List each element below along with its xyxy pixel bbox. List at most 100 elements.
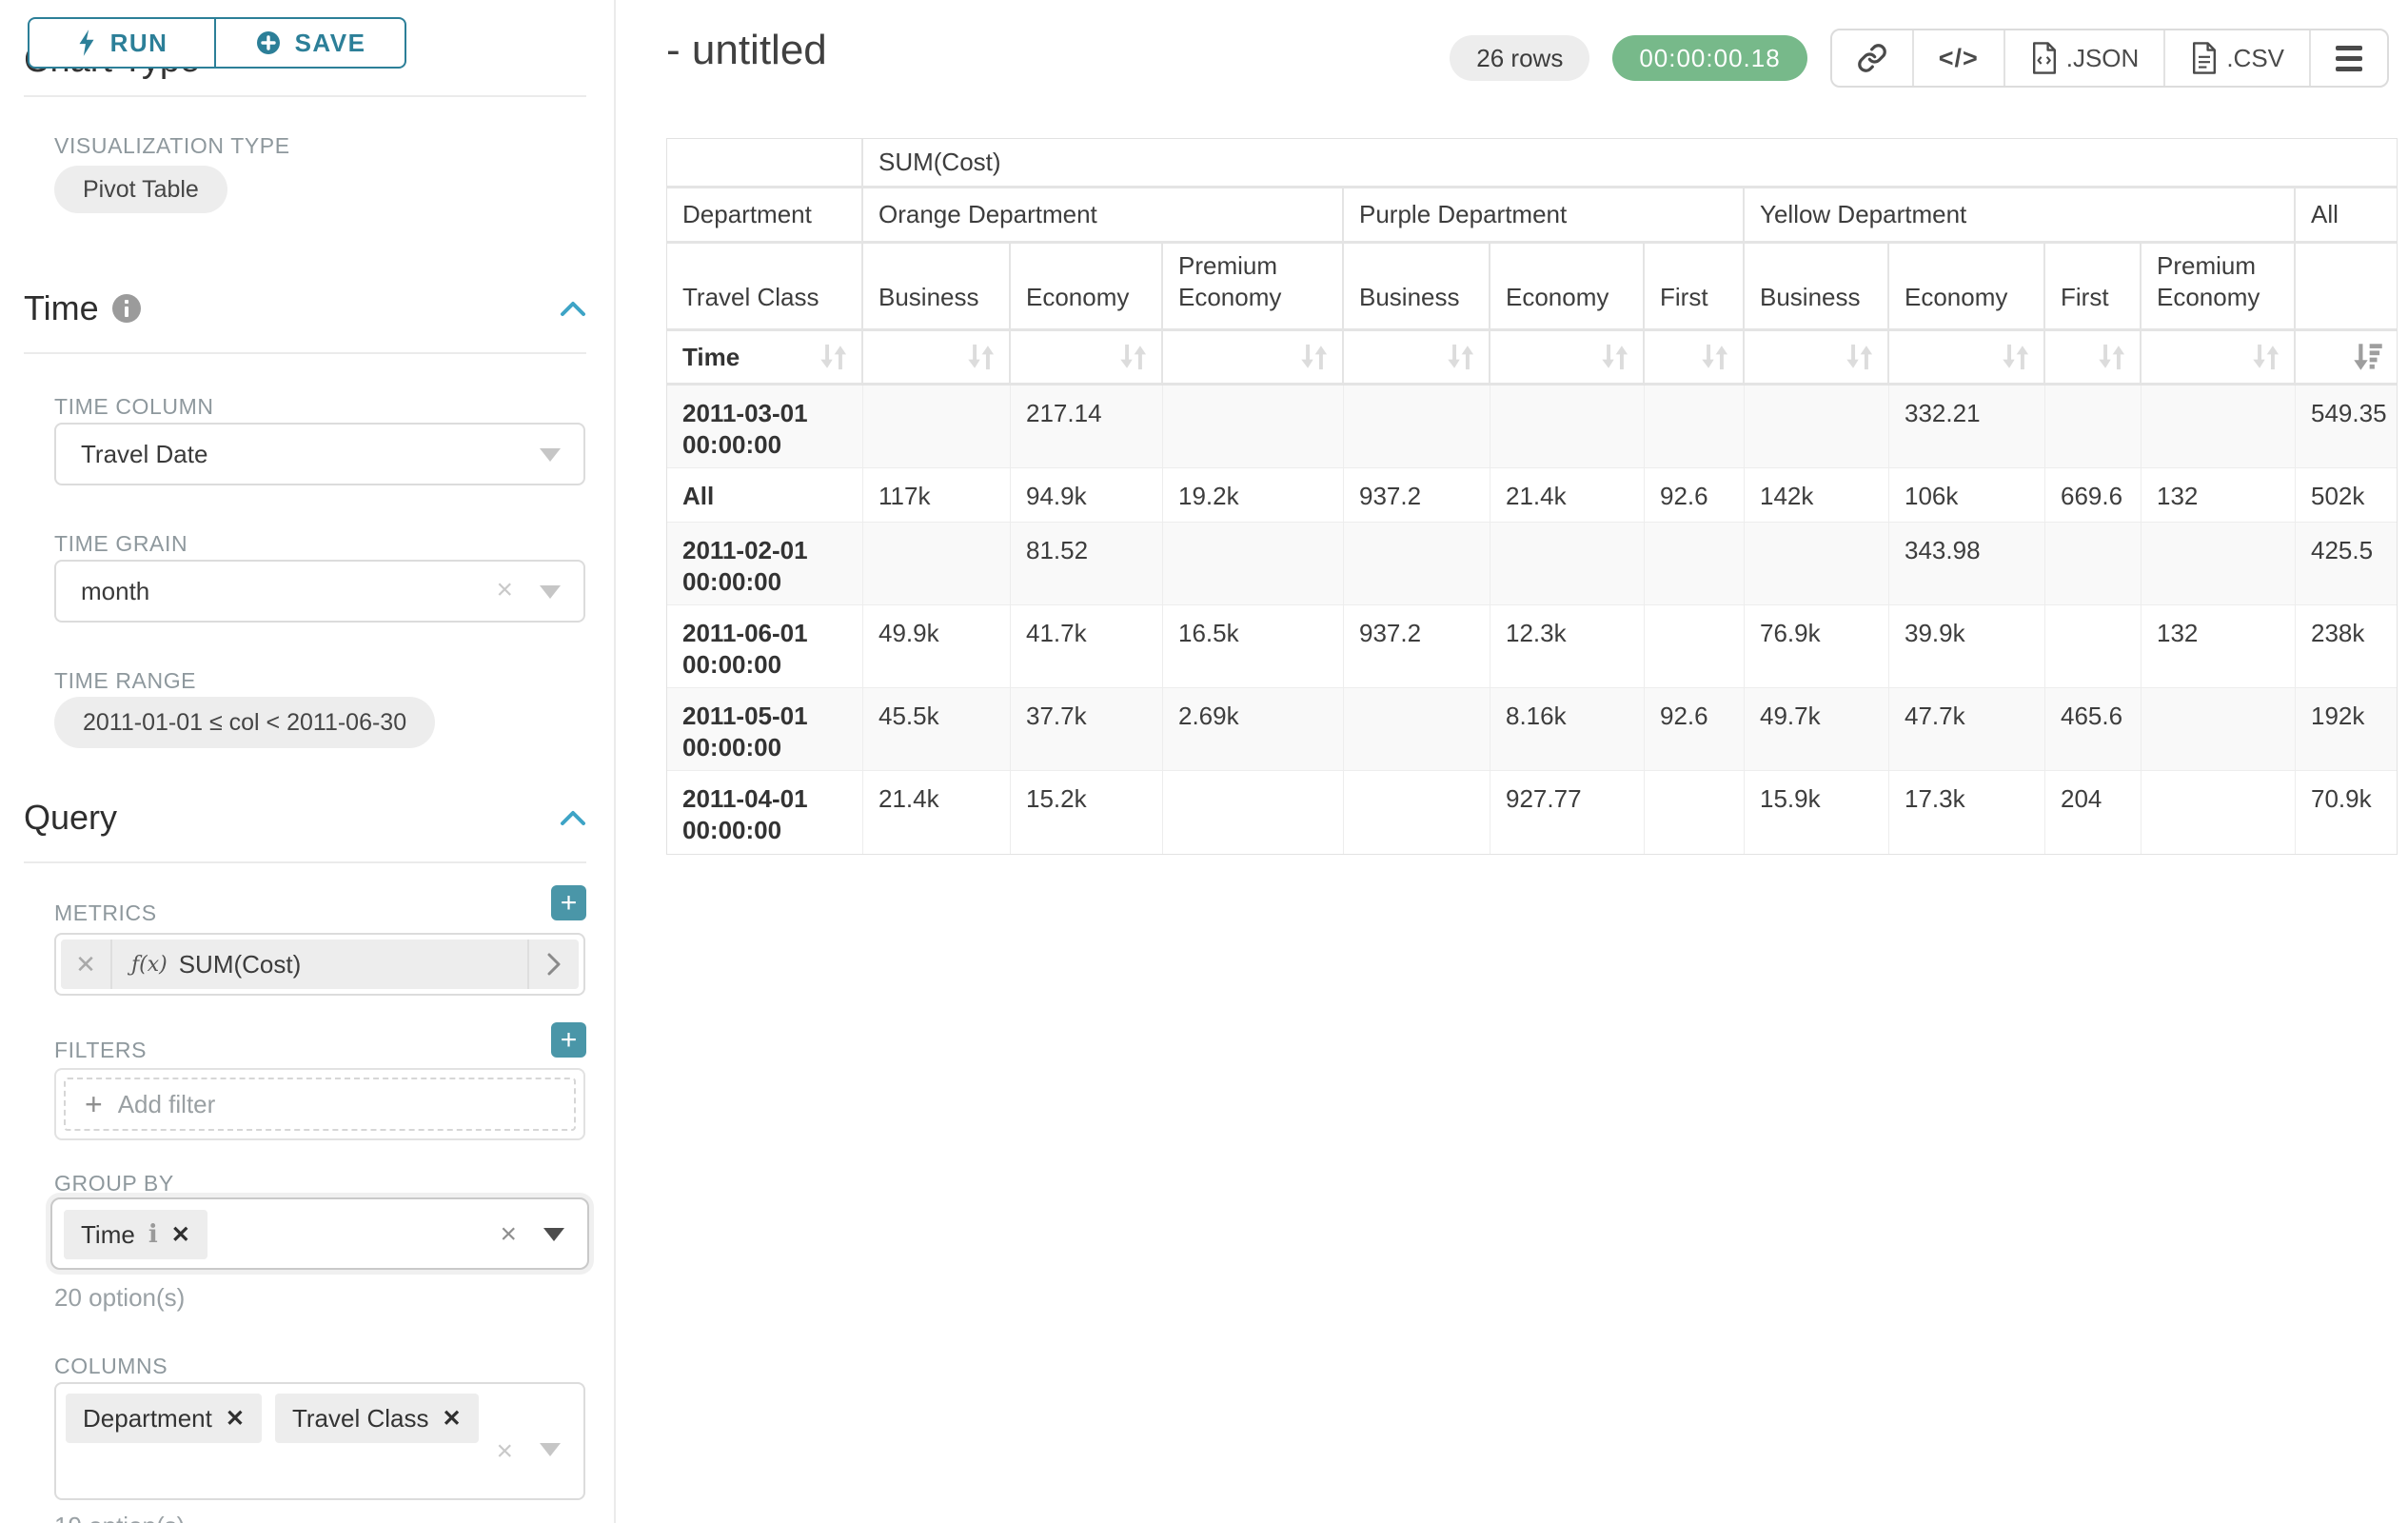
sort-icon[interactable] (2096, 341, 2128, 373)
pivot-value-cell: 332.21 (1889, 386, 2045, 468)
pivot-value-cell (1163, 386, 1344, 468)
table-row: 2011-04-01 00:00:0021.4k15.2k927.7715.9k… (667, 771, 2397, 854)
add-metric-button[interactable]: + (551, 885, 586, 920)
time-column-value: Travel Date (81, 425, 207, 484)
pivot-col-header: Economy (1889, 244, 2045, 331)
pivot-row-label: 2011-05-01 00:00:00 (667, 688, 863, 771)
pivot-col-level-label: Travel Class (667, 244, 863, 331)
pivot-value-cell: 204 (2045, 771, 2142, 854)
pivot-value-cell: 70.9k (2296, 771, 2397, 854)
section-divider (24, 861, 586, 863)
groupby-select[interactable]: Time i ✕ × (50, 1197, 589, 1270)
chevron-right-icon[interactable] (527, 940, 579, 989)
pivot-value-cell (863, 523, 1011, 605)
pivot-value-cell: 425.5 (2296, 523, 2397, 605)
pivot-col-header: Premium Economy (1163, 244, 1344, 331)
bolt-icon (76, 29, 97, 57)
run-button[interactable]: RUN (28, 17, 216, 69)
time-range-pill[interactable]: 2011-01-01 ≤ col < 2011-06-30 (54, 697, 435, 748)
pivot-col-level-label: Department (667, 188, 863, 244)
viz-type-pill[interactable]: Pivot Table (54, 166, 227, 213)
groupby-tag: Time i ✕ (64, 1210, 207, 1259)
pivot-row-level-label: Time (682, 343, 740, 372)
sort-desc-icon[interactable] (2353, 341, 2385, 373)
export-json-button[interactable]: .JSON (2003, 30, 2164, 86)
pivot-value-cell (1344, 771, 1490, 854)
fx-icon: ƒ(x) (131, 953, 168, 977)
pivot-col-header: First (1645, 244, 1745, 331)
pivot-sort-cell (1344, 331, 1490, 386)
info-icon (112, 294, 141, 323)
pivot-row-label: 2011-02-01 00:00:00 (667, 523, 863, 605)
sort-icon[interactable] (1298, 341, 1331, 373)
columns-select[interactable]: Department✕Travel Class✕ × (54, 1382, 585, 1500)
chevron-down-icon (543, 1228, 564, 1241)
csv-file-icon (2190, 41, 2219, 75)
embed-code-button[interactable]: </> (1912, 30, 2003, 86)
copy-link-button[interactable] (1832, 30, 1912, 86)
sort-icon[interactable] (1445, 341, 1477, 373)
pivot-sort-cell (863, 331, 1011, 386)
sort-icon[interactable] (1844, 341, 1876, 373)
pivot-value-cell: 117k (863, 468, 1011, 523)
remove-tag-icon[interactable]: ✕ (226, 1405, 245, 1433)
add-filter-label: Add filter (118, 1090, 216, 1119)
pivot-sort-cell (1011, 331, 1163, 386)
pivot-value-cell: 12.3k (1490, 605, 1645, 688)
sort-icon[interactable] (818, 341, 850, 373)
clear-icon[interactable]: × (500, 1220, 517, 1249)
sort-icon[interactable] (1117, 341, 1150, 373)
time-range-label: TIME RANGE (54, 668, 196, 694)
json-file-icon (2030, 41, 2059, 75)
more-menu-button[interactable] (2309, 30, 2387, 86)
pivot-col-header: Business (1344, 244, 1490, 331)
remove-metric-icon[interactable]: ✕ (61, 940, 112, 989)
pivot-value-cell: 8.16k (1490, 688, 1645, 771)
remove-tag-icon[interactable]: ✕ (171, 1221, 190, 1249)
control-panel: Chart Type RUN SAVE VISUALIZATION TYPE P… (0, 0, 616, 1523)
sort-icon[interactable] (2000, 341, 2032, 373)
pivot-value-cell: 47.7k (1889, 688, 2045, 771)
menu-icon (2336, 46, 2362, 71)
add-filter-button[interactable]: + Add filter (64, 1078, 576, 1131)
pivot-col-header: Economy (1490, 244, 1645, 331)
columns-label: COLUMNS (54, 1354, 168, 1379)
sort-icon[interactable] (965, 341, 997, 373)
pivot-value-cell: 937.2 (1344, 468, 1490, 523)
pivot-row-label: 2011-04-01 00:00:00 (667, 771, 863, 854)
pivot-value-cell (1490, 523, 1645, 605)
pivot-value-cell (1645, 386, 1745, 468)
save-button[interactable]: SAVE (216, 17, 406, 69)
pivot-col-header (2296, 244, 2397, 331)
filters-label: FILTERS (54, 1038, 147, 1063)
pivot-value-cell: 45.5k (863, 688, 1011, 771)
table-row: 2011-02-01 00:00:0081.52343.98425.5 (667, 523, 2397, 605)
time-grain-select[interactable]: month × (54, 560, 585, 623)
pivot-value-cell: 217.14 (1011, 386, 1163, 468)
add-filter-plus-button[interactable]: + (551, 1022, 586, 1058)
chart-title[interactable]: - untitled (666, 27, 827, 74)
export-csv-button[interactable]: .CSV (2163, 30, 2309, 86)
pivot-value-cell: 19.2k (1163, 468, 1344, 523)
clear-icon[interactable]: × (496, 576, 513, 604)
remove-tag-icon[interactable]: ✕ (442, 1405, 461, 1433)
metric-pill[interactable]: ✕ ƒ(x) SUM(Cost) (61, 940, 579, 989)
pivot-value-cell (1344, 386, 1490, 468)
pivot-row-label: 2011-03-01 00:00:00 (667, 386, 863, 468)
pivot-metric-title: SUM(Cost) (863, 139, 2397, 188)
sort-icon[interactable] (2250, 341, 2282, 373)
sort-icon[interactable] (1599, 341, 1631, 373)
pivot-value-cell: 238k (2296, 605, 2397, 688)
groupby-label: GROUP BY (54, 1171, 174, 1197)
pivot-value-cell: 39.9k (1889, 605, 2045, 688)
pivot-col-header: Economy (1011, 244, 1163, 331)
chevron-up-icon[interactable] (560, 300, 586, 317)
chevron-up-icon[interactable] (560, 809, 586, 826)
time-grain-value: month (81, 562, 149, 621)
time-column-select[interactable]: Travel Date (54, 423, 585, 485)
sort-icon[interactable] (1699, 341, 1731, 373)
pivot-value-cell: 106k (1889, 468, 2045, 523)
export-json-label: .JSON (2066, 44, 2140, 73)
groupby-tag-label: Time (81, 1220, 135, 1250)
clear-icon[interactable]: × (496, 1437, 513, 1466)
